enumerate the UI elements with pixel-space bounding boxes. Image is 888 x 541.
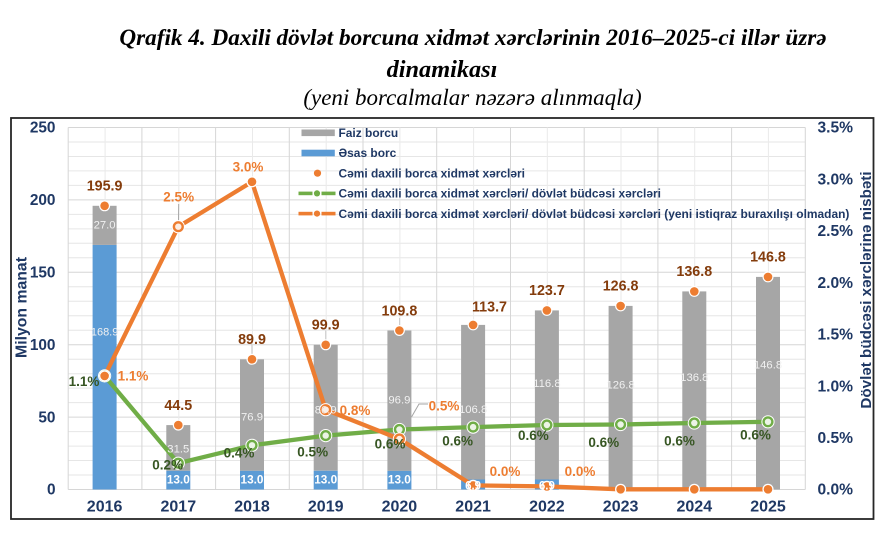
svg-text:126.8: 126.8 [603, 279, 639, 295]
svg-text:0.5%: 0.5% [818, 430, 854, 447]
svg-text:50: 50 [38, 409, 55, 426]
svg-text:146.8: 146.8 [754, 360, 782, 372]
svg-text:89.9: 89.9 [238, 332, 266, 348]
svg-text:0.8%: 0.8% [340, 403, 371, 418]
svg-text:13.0: 13.0 [388, 473, 411, 487]
svg-text:Milyon manat: Milyon manat [14, 256, 31, 358]
svg-text:0.4%: 0.4% [224, 446, 255, 461]
svg-text:2022: 2022 [529, 499, 565, 516]
svg-text:0.6%: 0.6% [442, 434, 473, 449]
svg-text:0.6%: 0.6% [588, 435, 619, 450]
svg-text:76.9: 76.9 [241, 412, 263, 424]
svg-text:126.8: 126.8 [606, 380, 634, 392]
svg-text:dinamikası: dinamikası [387, 56, 498, 83]
svg-text:146.8: 146.8 [750, 250, 786, 266]
svg-text:44.5: 44.5 [164, 398, 192, 414]
svg-text:2017: 2017 [161, 499, 197, 516]
svg-text:3.0%: 3.0% [818, 171, 854, 188]
svg-text:106.8: 106.8 [459, 404, 487, 416]
svg-text:100: 100 [30, 337, 56, 354]
svg-text:1.0%: 1.0% [818, 378, 854, 395]
svg-text:96.9: 96.9 [388, 395, 410, 407]
svg-text:0.6%: 0.6% [664, 434, 695, 449]
svg-text:136.8: 136.8 [676, 264, 712, 280]
svg-text:1.5%: 1.5% [818, 327, 854, 344]
svg-text:2025: 2025 [750, 499, 786, 516]
svg-text:27.0: 27.0 [94, 220, 116, 232]
svg-text:109.8: 109.8 [382, 303, 418, 319]
svg-text:Faiz borcu: Faiz borcu [339, 126, 399, 140]
svg-text:13.0: 13.0 [167, 473, 190, 487]
svg-text:Əsas borc: Əsas borc [339, 146, 397, 160]
svg-text:0.6%: 0.6% [518, 428, 549, 443]
svg-text:0.0%: 0.0% [490, 464, 521, 479]
svg-text:136.8: 136.8 [680, 372, 708, 384]
svg-text:3.0%: 3.0% [233, 160, 264, 175]
svg-text:13.0: 13.0 [314, 473, 337, 487]
svg-text:Qrafik 4. Daxili dövlət borcun: Qrafik 4. Daxili dövlət borcuna xidmət x… [119, 25, 826, 51]
svg-text:0: 0 [47, 482, 56, 499]
svg-text:1.1%: 1.1% [69, 374, 100, 389]
svg-text:2024: 2024 [677, 499, 713, 516]
svg-text:86.9: 86.9 [315, 404, 337, 416]
svg-text:0.6%: 0.6% [740, 428, 771, 443]
svg-text:6.9: 6.9 [539, 480, 555, 492]
svg-text:2020: 2020 [382, 499, 418, 516]
svg-text:13.0: 13.0 [241, 473, 264, 487]
svg-text:0.2%: 0.2% [152, 457, 183, 472]
svg-text:3.5%: 3.5% [818, 120, 854, 137]
svg-text:Cəmi daxili borca xidmət xərcl: Cəmi daxili borca xidmət xərcləri/ dövlə… [339, 187, 661, 201]
svg-text:6.9: 6.9 [465, 480, 481, 492]
svg-text:2.5%: 2.5% [818, 223, 854, 240]
svg-text:113.7: 113.7 [472, 300, 507, 316]
svg-text:99.9: 99.9 [312, 318, 340, 334]
svg-text:Cəmi daxili borca xidmət xərcl: Cəmi daxili borca xidmət xərcləri [339, 166, 525, 180]
svg-text:2.0%: 2.0% [818, 275, 854, 292]
svg-text:0.0%: 0.0% [818, 482, 854, 499]
svg-text:2023: 2023 [603, 499, 639, 516]
svg-text:2.5%: 2.5% [163, 190, 194, 205]
svg-text:150: 150 [30, 265, 56, 282]
svg-text:168.9: 168.9 [91, 326, 119, 338]
svg-text:250: 250 [30, 120, 56, 137]
svg-text:2021: 2021 [455, 499, 491, 516]
svg-text:123.7: 123.7 [529, 283, 565, 299]
svg-text:0.5%: 0.5% [297, 445, 328, 460]
svg-text:2019: 2019 [308, 499, 344, 516]
svg-text:195.9: 195.9 [87, 179, 123, 195]
svg-text:200: 200 [30, 192, 56, 209]
svg-text:116.8: 116.8 [533, 378, 560, 390]
svg-text:2018: 2018 [234, 499, 270, 516]
svg-text:Cəmi daxili borca xidmət xərcl: Cəmi daxili borca xidmət xərcləri/ dövlə… [339, 207, 850, 221]
svg-text:2016: 2016 [87, 499, 123, 516]
svg-text:0.5%: 0.5% [429, 398, 460, 413]
svg-text:0.6%: 0.6% [375, 436, 406, 451]
svg-text:31.5: 31.5 [167, 443, 189, 455]
svg-text:0.0%: 0.0% [565, 464, 596, 479]
svg-text:1.1%: 1.1% [118, 369, 149, 384]
svg-text:Dövlət büdcəsi xərclərinə nisb: Dövlət büdcəsi xərclərinə nisbəti [858, 171, 875, 408]
svg-text:(yeni borcalmalar nəzərə alınm: (yeni borcalmalar nəzərə alınmaqla) [303, 85, 641, 110]
